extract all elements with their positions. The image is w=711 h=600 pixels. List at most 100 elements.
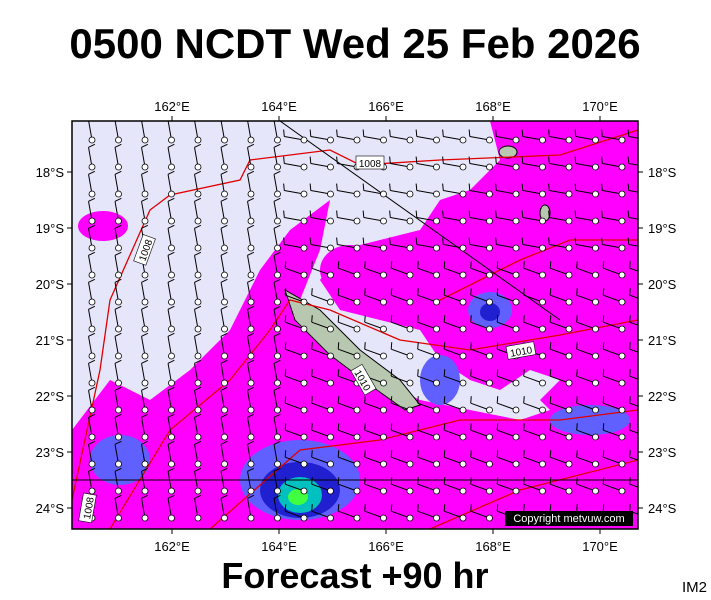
station [353, 487, 361, 495]
station [247, 217, 255, 225]
station [406, 244, 414, 252]
station [592, 325, 599, 333]
station [221, 352, 228, 360]
station [592, 217, 599, 225]
wind-barb [167, 224, 175, 229]
station [646, 137, 652, 143]
wind-barb [167, 440, 175, 445]
station [646, 299, 652, 305]
station [592, 352, 599, 360]
map-frame [71, 120, 639, 530]
wind-barb [194, 305, 202, 310]
wind-barb [629, 348, 638, 353]
wind-barb [523, 450, 525, 458]
station [141, 352, 149, 360]
station [327, 136, 334, 144]
station [565, 244, 573, 252]
wind-barb [601, 237, 603, 245]
station [565, 460, 573, 468]
wind-barb [470, 396, 472, 404]
station [274, 487, 281, 495]
wind-barb [362, 210, 365, 218]
lat-label: 24°S [36, 501, 65, 516]
station [433, 352, 440, 360]
wind-barb [364, 450, 366, 458]
wind-barb [629, 321, 638, 326]
station [194, 460, 202, 468]
station [247, 190, 255, 198]
wind-barb [629, 267, 638, 272]
wind-barb [283, 237, 285, 245]
wind-barb [194, 251, 202, 256]
wind-barb [417, 369, 419, 377]
wind-barb [337, 477, 340, 485]
wind-barb [194, 413, 202, 418]
station [380, 190, 387, 198]
station [565, 433, 573, 441]
station [486, 487, 493, 495]
wind-barb [167, 359, 175, 364]
wind-barb [549, 342, 552, 350]
station [618, 136, 626, 144]
wind-barb [220, 359, 228, 364]
station [194, 379, 202, 387]
wind-barb [88, 386, 96, 391]
station [115, 352, 122, 360]
wind-barb [88, 440, 96, 445]
station [433, 190, 440, 198]
station [221, 514, 228, 522]
wind-barb [576, 423, 578, 431]
wind-barb [549, 396, 552, 404]
station [327, 271, 334, 279]
station [141, 514, 149, 522]
station [406, 163, 414, 171]
wind-barb [311, 315, 313, 323]
station [592, 163, 599, 171]
wind-barb [284, 450, 287, 458]
wind-barb [88, 359, 96, 364]
station [300, 244, 308, 252]
station [247, 460, 255, 468]
lat-label: 20°S [648, 277, 677, 292]
lat-label: 24°S [648, 501, 677, 516]
station [592, 136, 599, 144]
lat-label: 19°S [648, 221, 677, 236]
wind-barb [88, 413, 96, 418]
station [247, 136, 255, 144]
station [168, 325, 175, 333]
wind-barb [496, 261, 499, 269]
station [327, 190, 334, 198]
wind-barb [629, 483, 638, 488]
wind-barb [88, 278, 96, 283]
station [486, 217, 493, 225]
station [592, 433, 599, 441]
station [327, 487, 334, 495]
wind-barb [468, 210, 471, 218]
wind-barb [417, 288, 419, 296]
wind-barb [114, 467, 122, 472]
station [274, 244, 281, 252]
station [327, 217, 334, 225]
station [512, 406, 520, 414]
station [512, 217, 520, 225]
station [539, 163, 546, 171]
wind-barb [389, 129, 391, 137]
wind-barb [337, 261, 340, 269]
wind-barb [442, 210, 444, 218]
wind-barb [496, 369, 499, 377]
wind-barb [309, 183, 312, 191]
station [512, 487, 520, 495]
station [646, 461, 652, 467]
wind-barb [273, 494, 281, 499]
station [247, 487, 255, 495]
wind-barb [629, 288, 631, 296]
wind-barb [220, 170, 228, 175]
wind-barb [167, 305, 175, 310]
wind-barb [283, 156, 285, 164]
station [512, 433, 520, 441]
station [247, 325, 255, 333]
station [565, 487, 573, 495]
station [141, 217, 149, 225]
wind-barb [523, 261, 525, 269]
isobar-labels: 1008 1008 1010 1010 1008 [78, 155, 537, 524]
